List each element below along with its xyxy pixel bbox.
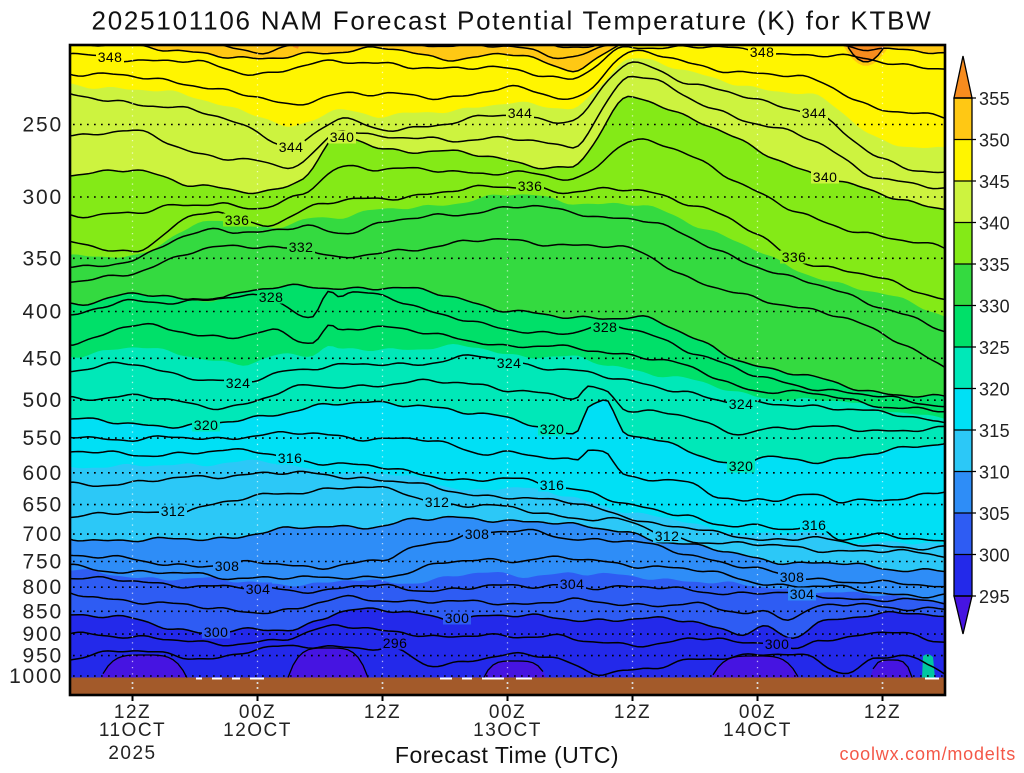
svg-text:300: 300 <box>204 624 229 640</box>
svg-text:11OCT: 11OCT <box>99 720 166 741</box>
svg-text:1000: 1000 <box>9 665 63 688</box>
svg-text:336: 336 <box>518 178 543 194</box>
svg-text:2025101106 NAM Forecast Potent: 2025101106 NAM Forecast Potential Temper… <box>91 6 932 36</box>
svg-text:345: 345 <box>979 172 1010 192</box>
svg-text:328: 328 <box>259 289 284 305</box>
svg-text:00Z: 00Z <box>489 702 526 723</box>
svg-text:300: 300 <box>765 636 790 652</box>
svg-text:350: 350 <box>979 131 1010 151</box>
svg-text:316: 316 <box>278 450 303 466</box>
svg-text:335: 335 <box>979 255 1010 275</box>
svg-text:12OCT: 12OCT <box>223 720 292 741</box>
svg-text:250: 250 <box>23 114 63 137</box>
svg-text:330: 330 <box>979 297 1010 317</box>
svg-text:344: 344 <box>508 105 533 121</box>
svg-text:300: 300 <box>979 546 1010 566</box>
svg-text:Forecast Time (UTC): Forecast Time (UTC) <box>395 742 619 768</box>
svg-text:340: 340 <box>979 214 1010 234</box>
svg-text:320: 320 <box>729 458 754 474</box>
svg-text:348: 348 <box>98 49 123 65</box>
svg-text:950: 950 <box>23 645 63 668</box>
svg-text:coolwx.com/modelts: coolwx.com/modelts <box>840 744 1016 764</box>
svg-text:400: 400 <box>23 301 63 324</box>
svg-text:12Z: 12Z <box>114 702 151 723</box>
svg-text:295: 295 <box>979 587 1010 607</box>
svg-text:300: 300 <box>445 610 470 626</box>
svg-text:355: 355 <box>979 89 1010 109</box>
svg-text:12Z: 12Z <box>364 702 401 723</box>
svg-text:2025: 2025 <box>108 743 156 764</box>
svg-text:312: 312 <box>425 494 450 510</box>
svg-text:320: 320 <box>540 421 565 437</box>
svg-text:12Z: 12Z <box>864 702 901 723</box>
svg-text:308: 308 <box>465 526 490 542</box>
svg-text:550: 550 <box>23 427 63 450</box>
svg-text:324: 324 <box>226 375 251 391</box>
svg-text:336: 336 <box>225 212 250 228</box>
svg-text:344: 344 <box>802 105 827 121</box>
svg-text:340: 340 <box>330 129 355 145</box>
svg-text:310: 310 <box>979 463 1010 483</box>
svg-text:350: 350 <box>23 247 63 270</box>
svg-text:600: 600 <box>23 462 63 485</box>
svg-text:320: 320 <box>979 380 1010 400</box>
svg-text:320: 320 <box>194 417 219 433</box>
svg-text:316: 316 <box>802 517 827 533</box>
svg-text:308: 308 <box>780 569 805 585</box>
svg-text:312: 312 <box>161 503 186 519</box>
svg-text:328: 328 <box>593 319 618 335</box>
svg-text:750: 750 <box>23 551 63 574</box>
svg-text:650: 650 <box>23 494 63 517</box>
svg-text:296: 296 <box>383 635 408 651</box>
svg-text:14OCT: 14OCT <box>723 720 792 741</box>
svg-text:304: 304 <box>560 576 585 592</box>
svg-text:900: 900 <box>23 623 63 646</box>
svg-text:316: 316 <box>540 477 565 493</box>
svg-text:324: 324 <box>729 396 754 412</box>
svg-text:305: 305 <box>979 504 1010 524</box>
svg-text:12Z: 12Z <box>614 702 651 723</box>
svg-text:00Z: 00Z <box>739 702 776 723</box>
svg-text:315: 315 <box>979 421 1010 441</box>
svg-text:336: 336 <box>782 249 807 265</box>
svg-text:304: 304 <box>790 586 815 602</box>
svg-text:340: 340 <box>813 169 838 185</box>
svg-text:325: 325 <box>979 338 1010 358</box>
svg-text:00Z: 00Z <box>239 702 276 723</box>
svg-text:324: 324 <box>497 355 522 371</box>
svg-text:308: 308 <box>215 558 240 574</box>
svg-text:332: 332 <box>289 239 314 255</box>
svg-text:344: 344 <box>279 139 304 155</box>
svg-text:800: 800 <box>23 576 63 599</box>
svg-text:13OCT: 13OCT <box>473 720 542 741</box>
svg-text:850: 850 <box>23 600 63 623</box>
svg-text:450: 450 <box>23 347 63 370</box>
svg-text:300: 300 <box>23 186 63 209</box>
svg-text:312: 312 <box>655 528 680 544</box>
svg-text:700: 700 <box>23 523 63 546</box>
svg-text:348: 348 <box>750 44 775 60</box>
svg-text:304: 304 <box>246 581 271 597</box>
svg-text:500: 500 <box>23 389 63 412</box>
